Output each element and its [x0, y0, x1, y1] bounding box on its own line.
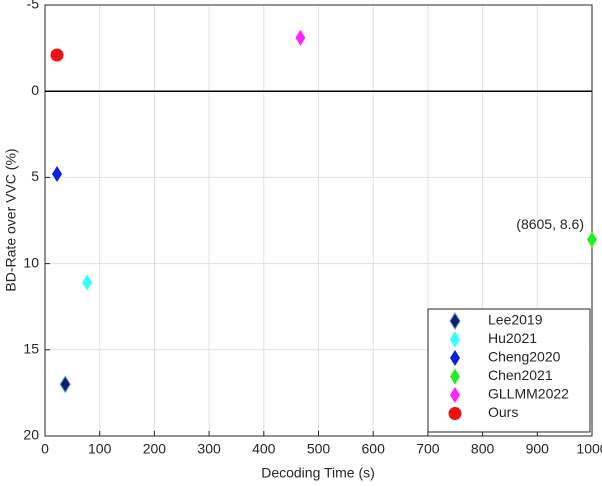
x-tick-label: 500	[307, 441, 331, 457]
legend-marker	[450, 387, 460, 403]
point	[59, 375, 71, 394]
legend-marker	[450, 331, 460, 348]
x-tick-label: 700	[416, 441, 440, 457]
point	[52, 165, 63, 182]
legend-label: Ours	[488, 404, 518, 420]
y-tick-label: 15	[23, 341, 39, 357]
x-tick-label: 1000	[576, 441, 602, 457]
x-tick-label: 400	[252, 441, 276, 457]
x-tick-label: 200	[143, 441, 167, 457]
legend-label: Chen2021	[488, 367, 553, 383]
legend-marker	[450, 350, 460, 366]
y-tick-label: 20	[23, 427, 39, 443]
y-tick-label: 10	[23, 254, 39, 270]
y-tick-label: 0	[31, 82, 39, 98]
axes-frame	[44, 4, 593, 437]
x-tick-label: 800	[471, 441, 495, 457]
x-axis-label: Decoding Time (s)	[261, 465, 375, 481]
annotation: (8605, 8.6)	[516, 216, 584, 232]
y-axis-label: BD-Rate over VVC (%)	[3, 148, 19, 291]
legend-label: GLLMM2022	[488, 386, 569, 402]
y-tick-label: 5	[31, 168, 39, 184]
legend-marker	[450, 368, 460, 385]
point	[295, 29, 306, 46]
x-tick-label: 300	[197, 441, 221, 457]
legend-marker	[448, 407, 462, 420]
legend-label: Hu2021	[488, 330, 537, 346]
x-tick-label: 900	[526, 441, 550, 457]
legend-marker	[449, 312, 461, 330]
x-tick-label: 0	[41, 441, 49, 457]
legend-label: Cheng2020	[488, 349, 561, 365]
point	[82, 274, 93, 291]
legend-label: Lee2019	[488, 312, 543, 328]
x-tick-label: 100	[88, 441, 112, 457]
y-tick-label: -5	[27, 0, 40, 12]
point	[587, 231, 597, 248]
x-tick-label: 600	[362, 441, 386, 457]
point	[50, 48, 64, 62]
